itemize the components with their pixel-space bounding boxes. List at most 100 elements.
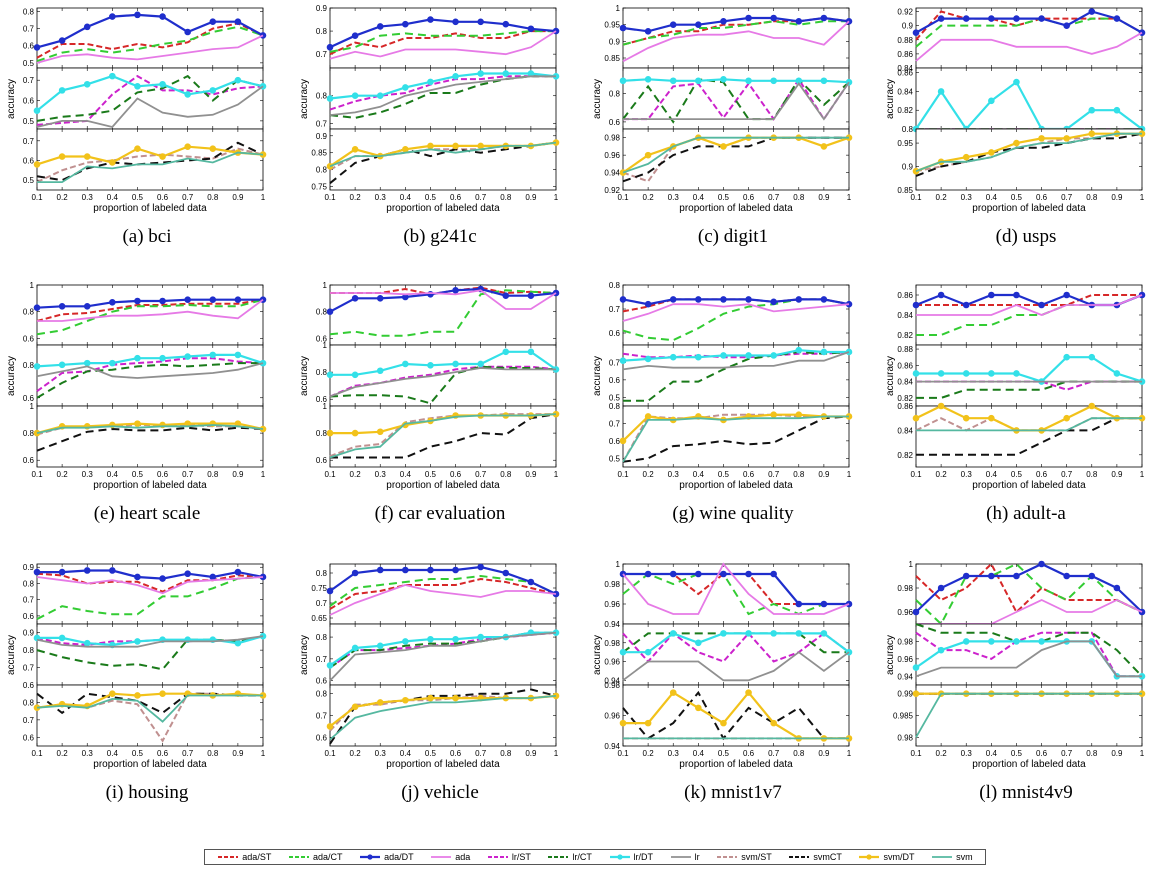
data-point — [912, 301, 920, 309]
subplot-3: 0.98 0.985 0.99 — [893, 684, 1146, 747]
legend-swatch — [609, 854, 630, 860]
data-point — [695, 353, 702, 361]
data-point — [351, 92, 359, 100]
ytick-label: 1 — [323, 281, 328, 290]
data-point — [720, 18, 727, 25]
series-line-ada-st — [329, 577, 557, 610]
xtick-label: 0.4 — [693, 749, 705, 758]
ytick-label: 0.7 — [316, 712, 328, 721]
series-line-svm — [36, 424, 264, 434]
xtick-label: 0.9 — [818, 749, 830, 758]
ytick-label: 1 — [616, 4, 621, 13]
data-point — [644, 300, 652, 308]
series-line-lr-st — [623, 77, 850, 121]
data-point — [58, 37, 66, 44]
y-axis-label: accuracy — [6, 635, 17, 675]
data-point — [619, 648, 627, 656]
data-point — [502, 569, 510, 577]
data-point — [962, 153, 970, 161]
series-line-ada-ct — [915, 562, 1143, 626]
data-point — [134, 573, 141, 581]
series-line-ada-ct — [36, 298, 264, 336]
legend-label: svm/ST — [741, 852, 772, 862]
ytick-label: 0.8 — [609, 402, 621, 411]
ytick-label: 0.6 — [609, 376, 621, 385]
data-point — [720, 352, 727, 359]
data-point — [209, 573, 217, 581]
xtick-label: 0.1 — [617, 749, 629, 758]
series-line-svm-st — [36, 147, 264, 184]
subplot-1: 0.5 0.6 0.7 0.8 — [23, 7, 267, 69]
ytick-label: 0.8 — [316, 429, 328, 438]
series-line-lr — [622, 351, 850, 371]
ytick-label: 1 — [616, 560, 621, 569]
subplot-1: 0.6 0.8 1 — [316, 281, 560, 346]
legend-label: svm — [956, 852, 973, 862]
data-point — [1088, 353, 1096, 361]
ytick-label: 0.98 — [897, 733, 913, 742]
x-axis-label: proportion of labeled data — [93, 759, 207, 770]
xtick-label: 0.6 — [1036, 749, 1048, 758]
series-line-lr-st — [36, 357, 264, 393]
series-line-lr — [36, 85, 264, 129]
xtick-label: 0.7 — [1061, 193, 1073, 202]
series-line-svm-dt — [36, 422, 264, 435]
chart-panel: 0.6 0.7 0.8 0.9 0.6 0.7 0.8 0.9 0.6 0.7 0.8 0.1 0.2 0… — [5, 556, 289, 826]
data-point — [1063, 135, 1070, 142]
chart-svg: 0.70.80.90.70.80.750.80.850.90.1 0.2 0.3 0.… — [299, 4, 560, 214]
legend-entry: ada — [430, 852, 470, 862]
data-point — [234, 296, 242, 303]
xtick-label: 0.5 — [425, 193, 437, 202]
data-point — [402, 20, 409, 28]
xtick-label: 1 — [1140, 749, 1145, 758]
data-point — [376, 642, 384, 650]
data-point — [58, 87, 66, 94]
axes-frame — [915, 684, 1143, 747]
data-point — [720, 719, 727, 727]
series-line-svm — [622, 415, 849, 463]
axes-frame — [329, 128, 557, 191]
series-line-lr-dt — [36, 353, 264, 368]
data-point — [1013, 370, 1020, 377]
subplot-2: 0.6 0.8 1 — [316, 341, 560, 407]
data-point — [988, 15, 995, 22]
data-point — [962, 301, 970, 309]
series-line-svm-dt — [36, 145, 264, 166]
ytick-label: 0.8 — [316, 308, 328, 317]
series-line-lr-dt — [329, 631, 556, 667]
xtick-label: 0.8 — [793, 470, 805, 479]
ytick-label: 0.86 — [897, 402, 913, 411]
series-line-lr — [622, 651, 850, 682]
data-point — [962, 414, 970, 422]
data-point — [669, 353, 677, 361]
y-axis-label: accuracy — [592, 356, 603, 396]
series-line-ada-ct — [329, 30, 556, 53]
ytick-label: 0.94 — [897, 672, 913, 681]
ytick-label: 0.94 — [604, 742, 620, 751]
chart-panel: 0.6 0.8 1 0.6 0.8 0.6 0.8 1 0.1 0.2 0.3 0.4 0.5 0.6 0.… — [5, 277, 289, 547]
data-point — [912, 664, 920, 671]
data-point — [33, 44, 41, 51]
ytick-label: 0.8 — [316, 166, 328, 175]
ytick-label: 0.6 — [609, 118, 621, 127]
data-point — [477, 563, 484, 571]
ytick-label: 0.6 — [316, 677, 328, 686]
data-point — [427, 566, 434, 574]
ytick-label: 1 — [30, 402, 35, 411]
chart-panel: 0.82 0.84 0.86 0.82 0.84 0.86 0.88 0.82 0.84 0.86… — [884, 277, 1165, 547]
y-axis-label: accuracy — [299, 356, 310, 396]
data-point — [477, 360, 484, 368]
data-point — [109, 690, 116, 698]
xtick-label: 0.6 — [450, 749, 462, 758]
series-line-lr-ct — [329, 631, 556, 669]
axes-frame — [36, 7, 264, 69]
xtick-label: 0.2 — [350, 749, 362, 758]
data-point — [644, 570, 652, 578]
y-axis-label: accuracy — [6, 79, 17, 119]
data-point — [234, 76, 242, 84]
ytick-label: 0.84 — [897, 311, 913, 320]
series-line-svm — [915, 132, 1142, 173]
data-point — [745, 689, 752, 696]
data-point — [669, 77, 677, 85]
ytick-label: 0.8 — [316, 633, 328, 642]
